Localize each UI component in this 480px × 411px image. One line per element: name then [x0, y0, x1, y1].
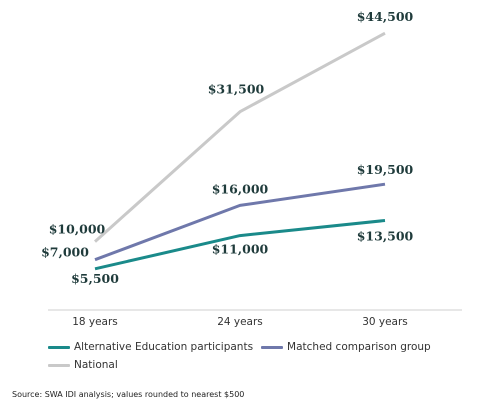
data-label: $5,500 [71, 271, 119, 286]
x-tick-label: 18 years [72, 316, 118, 328]
x-tick-label: 30 years [362, 316, 408, 328]
data-labels: $5,500 $11,000 $13,500 $7,000 $16,000 $19,500… [41, 9, 413, 286]
data-label: $44,500 [357, 9, 414, 24]
data-label: $13,500 [357, 228, 414, 243]
data-label: $16,000 [212, 181, 269, 196]
data-label: $10,000 [49, 222, 106, 237]
legend-label: Matched comparison group [287, 341, 431, 353]
data-label: $11,000 [212, 242, 269, 257]
legend-item-matched-comparison: Matched comparison group [261, 338, 431, 356]
data-label: $7,000 [41, 245, 89, 260]
legend-label: National [74, 359, 118, 371]
legend-item-alternative-education: Alternative Education participants [48, 338, 253, 356]
data-label: $19,500 [357, 162, 414, 177]
legend-label: Alternative Education participants [74, 341, 254, 353]
line-chart: $5,500 $11,000 $13,500 $7,000 $16,000 $19,500… [41, 9, 462, 328]
x-axis-ticks: 18 years 24 years 30 years [72, 316, 408, 328]
series-lines [93, 31, 386, 271]
legend-swatch [261, 345, 284, 349]
legend-swatch [48, 345, 70, 349]
legend-swatch [48, 363, 70, 367]
legend-item-national: National [48, 356, 118, 374]
series-line-0 [94, 219, 386, 271]
x-tick-label: 24 years [217, 316, 263, 328]
legend: Alternative Education participants Match… [48, 338, 468, 374]
data-label: $31,500 [208, 82, 265, 97]
series-line-1 [94, 182, 386, 262]
source-note: Source: SWA IDI analysis; values rounded… [12, 390, 245, 399]
series-line-2 [93, 31, 386, 243]
